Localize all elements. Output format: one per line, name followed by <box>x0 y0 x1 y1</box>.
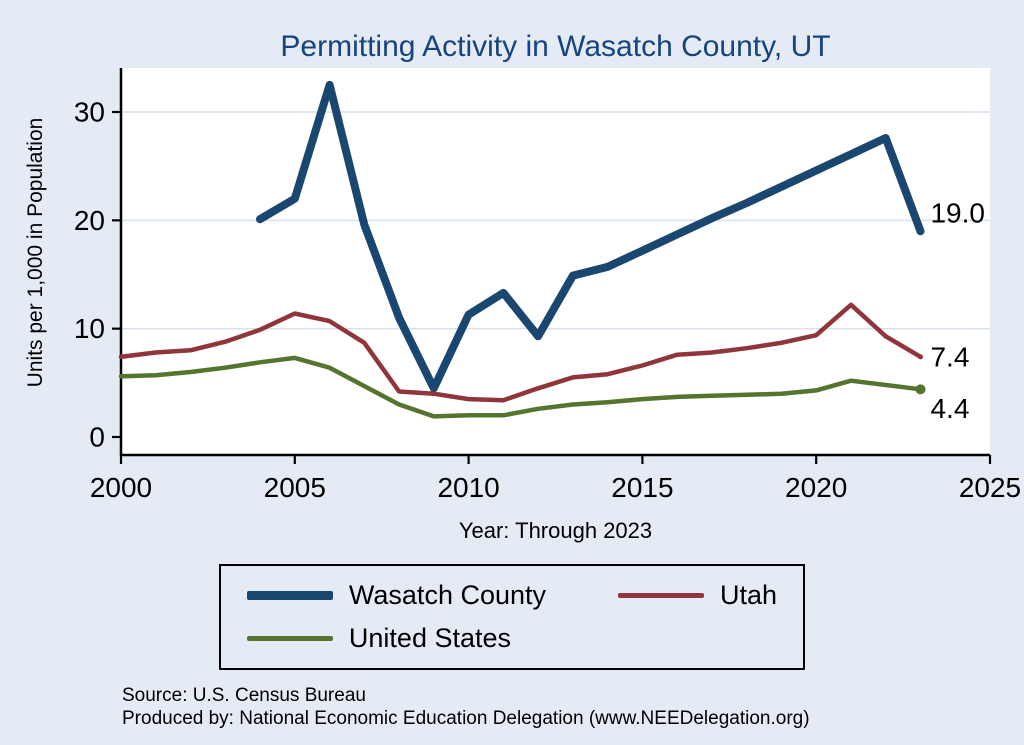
x-tick-label: 2015 <box>611 472 673 503</box>
x-tick-label: 2000 <box>90 472 152 503</box>
end-label-wasatch-county: 19.0 <box>930 198 985 229</box>
x-axis-title: Year: Through 2023 <box>459 518 652 543</box>
legend-label-utah: Utah <box>720 580 778 610</box>
plot-area <box>121 68 990 455</box>
x-tick-label: 2025 <box>959 472 1021 503</box>
y-tick-label: 0 <box>89 422 105 453</box>
legend-swatch-united-states <box>246 636 333 641</box>
end-marker-wasatch-county <box>916 227 925 236</box>
produced-by-note: Produced by: National Economic Education… <box>122 708 810 730</box>
y-tick-label: 10 <box>74 313 105 344</box>
end-marker-utah <box>917 354 923 360</box>
line-chart: 0 10 20 30 2000 2005 2010 2015 2020 2025 Permittin… <box>24 30 1021 543</box>
end-label-united-states: 4.4 <box>930 393 969 424</box>
legend-item-utah: Utah <box>618 580 777 611</box>
line-united-states <box>118 355 923 419</box>
y-tick-label: 30 <box>74 97 105 128</box>
legend-item-wasatch-county: Wasatch County <box>246 580 547 611</box>
source-note: Source: U.S. Census Bureau <box>122 685 366 706</box>
y-tick-label: 20 <box>74 205 105 236</box>
chart-title: Permitting Activity in Wasatch County, U… <box>280 30 830 63</box>
line-utah <box>118 302 923 403</box>
x-axis: 2000 2005 2010 2015 2020 2025 <box>90 455 1021 503</box>
end-label-utah: 7.4 <box>930 341 969 372</box>
chart-legend: Wasatch County Utah United States <box>218 564 806 670</box>
legend-label-wasatch-county: Wasatch County <box>348 580 547 610</box>
legend-swatch-wasatch-county <box>246 591 333 600</box>
footer: Source: U.S. Census Bureau Produced by: … <box>122 684 1024 730</box>
line-wasatch-county <box>256 80 925 393</box>
legend-item-united-states: United States <box>246 623 546 654</box>
legend-swatch-utah <box>618 593 705 598</box>
x-tick-label: 2005 <box>264 472 326 503</box>
x-tick-label: 2010 <box>437 472 499 503</box>
y-axis-title: Units per 1,000 in Population <box>24 118 47 388</box>
y-axis: 0 10 20 30 <box>74 97 121 453</box>
legend-label-united-states: United States <box>348 623 512 653</box>
end-marker-united-states <box>915 384 926 395</box>
x-tick-label: 2020 <box>785 472 847 503</box>
